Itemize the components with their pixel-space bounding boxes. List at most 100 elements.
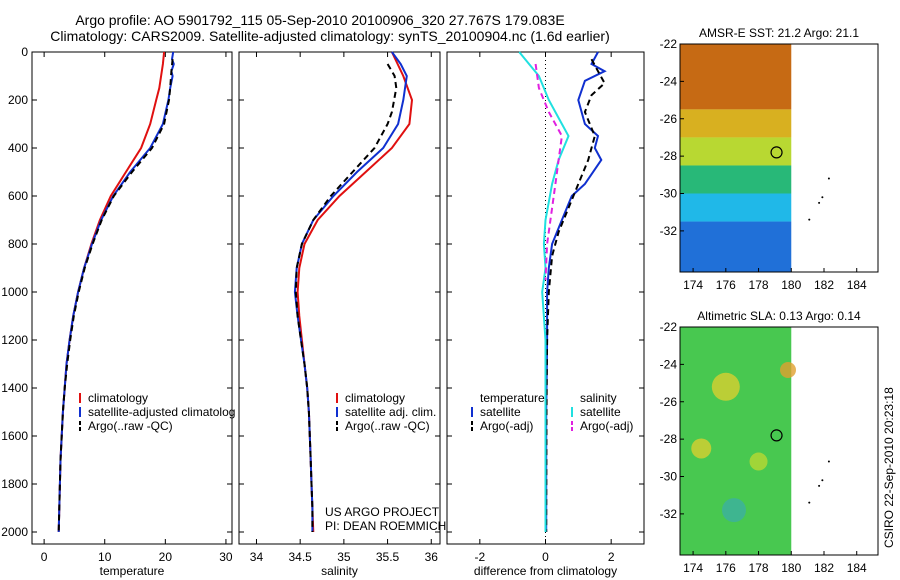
y-tick-label: -24: [660, 357, 678, 371]
map-color-band: [680, 221, 792, 272]
series-line-satellite-adj-clim-: [293, 51, 408, 532]
x-tick-label: 176: [716, 561, 736, 575]
sla-anomaly-patch: [722, 498, 746, 523]
legend-label: satellite-adjusted climatolog: [88, 405, 235, 419]
x-tick-label: 184: [847, 278, 867, 292]
y-tick-label: -30: [660, 187, 678, 201]
x-tick-label: 30: [219, 550, 233, 564]
y-tick-label: 2000: [1, 525, 28, 539]
island-dot: [818, 484, 821, 487]
map-title: AMSR-E SST: 21.2 Argo: 21.1: [699, 26, 859, 40]
x-tick-label: 180: [781, 278, 801, 292]
x-tick-label: 10: [98, 550, 112, 564]
map-color-band: [680, 193, 792, 222]
map-color-band: [680, 165, 792, 194]
x-tick-label: 35.5: [376, 550, 400, 564]
legend-label: satellite adj. clim.: [345, 405, 436, 419]
legend-title-temperature: temperature: [480, 391, 545, 405]
chart-header: Argo profile: AO 5901792_115 05-Sep-2010…: [0, 12, 640, 44]
x-axis-label: salinity: [321, 564, 358, 578]
x-tick-label: -2: [474, 550, 485, 564]
y-tick-label: 600: [8, 189, 28, 203]
map-title: Altimetric SLA: 0.13 Argo: 0.14: [697, 309, 861, 323]
map-frame: [679, 326, 879, 556]
x-tick-label: 0: [41, 550, 48, 564]
y-tick-label: 0: [21, 45, 28, 59]
y-tick-label: -24: [660, 74, 678, 88]
y-tick-label: -30: [660, 470, 678, 484]
x-tick-label: 174: [683, 561, 703, 575]
y-tick-label: -26: [660, 112, 678, 126]
sla-map: Altimetric SLA: 0.13 Argo: 0.14 174 176 178…: [660, 309, 879, 575]
legend-label: Argo(..raw -QC): [345, 419, 430, 433]
y-tick-label: -28: [660, 432, 678, 446]
x-tick-label: 174: [683, 278, 703, 292]
series-line-climatology: [296, 51, 414, 533]
series-line-argo-raw-qc-: [57, 59, 174, 533]
map-color-band: [680, 109, 792, 138]
legend-label: climatology: [345, 391, 405, 405]
x-axis-label: difference from climatology: [474, 564, 617, 578]
sla-anomaly-patch: [711, 372, 740, 401]
x-tick-label: 182: [814, 278, 834, 292]
sla-anomaly-patch: [691, 438, 712, 459]
legend-label: satellite: [580, 405, 621, 419]
x-tick-label: 0: [542, 550, 549, 564]
x-tick-label: 178: [749, 561, 769, 575]
x-tick-label: 176: [716, 278, 736, 292]
sst-map: AMSR-E SST: 21.2 Argo: 21.1 174 176 178 180 1…: [660, 26, 879, 292]
series-line-temperature-argo-adj-: [545, 58, 606, 533]
y-tick-label: 200: [8, 93, 28, 107]
panel-frame: [238, 51, 441, 545]
y-tick-label: -22: [660, 320, 678, 334]
x-tick-label: 36: [425, 550, 439, 564]
y-tick-label: -28: [660, 149, 678, 163]
island-dot: [808, 501, 811, 504]
panel-salinity: 34 34.5 35 35.5 36 salinity climatologysatelli…: [238, 51, 441, 578]
argo-float-marker: [770, 429, 783, 442]
panel-frame: [31, 51, 233, 545]
legend-label: satellite: [480, 405, 521, 419]
x-axis-label: temperature: [100, 564, 165, 578]
series-line-climatology: [57, 51, 166, 533]
x-tick-label: 180: [781, 561, 801, 575]
y-tick-label: 800: [8, 237, 28, 251]
y-tick-label: 1600: [1, 429, 28, 443]
project-note-line-2: PI: DEAN ROEMMICH: [325, 519, 446, 533]
y-tick-label: 1200: [1, 333, 28, 347]
series-line-temperature-satellite: [545, 51, 607, 532]
x-tick-label: 20: [159, 550, 173, 564]
map-frame: [679, 43, 879, 273]
y-tick-label: -22: [660, 37, 678, 51]
island-dot: [827, 177, 830, 180]
legend-label: Argo(..raw -QC): [88, 419, 173, 433]
y-tick-label: -32: [660, 507, 678, 521]
island-dot: [818, 201, 821, 204]
x-tick-label: 182: [814, 561, 834, 575]
legend-label: Argo(-adj): [480, 419, 533, 433]
x-tick-label: 34: [250, 550, 264, 564]
series-line-argo-raw-qc-: [294, 63, 398, 532]
y-tick-label: -32: [660, 224, 678, 238]
x-tick-label: 184: [847, 561, 867, 575]
legend-label: climatology: [88, 391, 148, 405]
panel-temperature: 0 10 20 30 0 200 400 600 800 1000 1200 1400 1600 1800…: [1, 45, 235, 578]
island-dot: [808, 218, 811, 221]
series-line-salinity-argo-adj-: [534, 63, 563, 281]
argo-float-marker: [770, 146, 783, 159]
x-tick-label: 178: [749, 278, 769, 292]
y-tick-label: 1800: [1, 477, 28, 491]
island-dot: [821, 479, 824, 482]
header-line-2: Climatology: CARS2009. Satellite-adjuste…: [50, 28, 610, 44]
x-tick-label: 35: [337, 550, 351, 564]
legend-label: Argo(-adj): [580, 419, 633, 433]
x-tick-label: 2: [608, 550, 615, 564]
x-tick-label: 34.5: [288, 550, 312, 564]
y-tick-label: -26: [660, 395, 678, 409]
sla-anomaly-patch: [780, 361, 796, 378]
map-color-band: [680, 137, 792, 166]
project-note-line-1: US ARGO PROJECT: [325, 505, 440, 519]
legend-title-salinity: salinity: [580, 391, 617, 405]
